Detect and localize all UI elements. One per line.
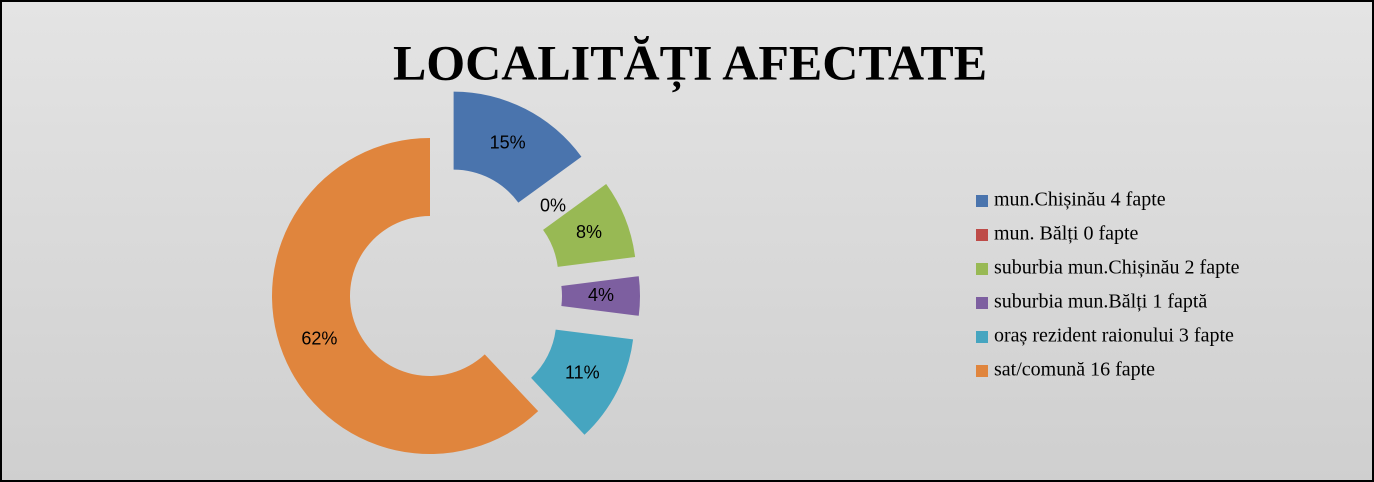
data-label: 4%	[588, 285, 614, 305]
data-label: 0%	[540, 195, 566, 215]
legend-label: mun. Bălți 0 fapte	[994, 223, 1139, 245]
legend-label: suburbia mun.Chișinău 2 fapte	[994, 257, 1240, 279]
donut-segment	[531, 329, 634, 435]
legend-label: oraș rezident raionului 3 fapte	[994, 325, 1234, 347]
donut-segment	[272, 138, 539, 455]
legend-swatch	[976, 195, 988, 207]
donut-segment	[453, 91, 582, 203]
legend-swatch	[976, 263, 988, 275]
data-label: 11%	[565, 362, 600, 382]
chart-title: LOCALITĂȚI AFECTATE	[393, 34, 987, 93]
legend-swatch	[976, 297, 988, 309]
legend-swatch	[976, 365, 988, 377]
donut-segment	[543, 183, 636, 267]
data-label: 8%	[576, 222, 602, 242]
legend-swatch	[976, 331, 988, 343]
data-label: 62%	[301, 329, 337, 349]
legend-label: suburbia mun.Bălți 1 faptă	[994, 291, 1207, 313]
donut-segment	[561, 276, 641, 316]
legend-label: sat/comună 16 fapte	[994, 359, 1155, 381]
legend-swatch	[976, 229, 988, 241]
data-label: 15%	[490, 132, 526, 152]
legend-label: mun.Chișinău 4 fapte	[994, 189, 1166, 211]
